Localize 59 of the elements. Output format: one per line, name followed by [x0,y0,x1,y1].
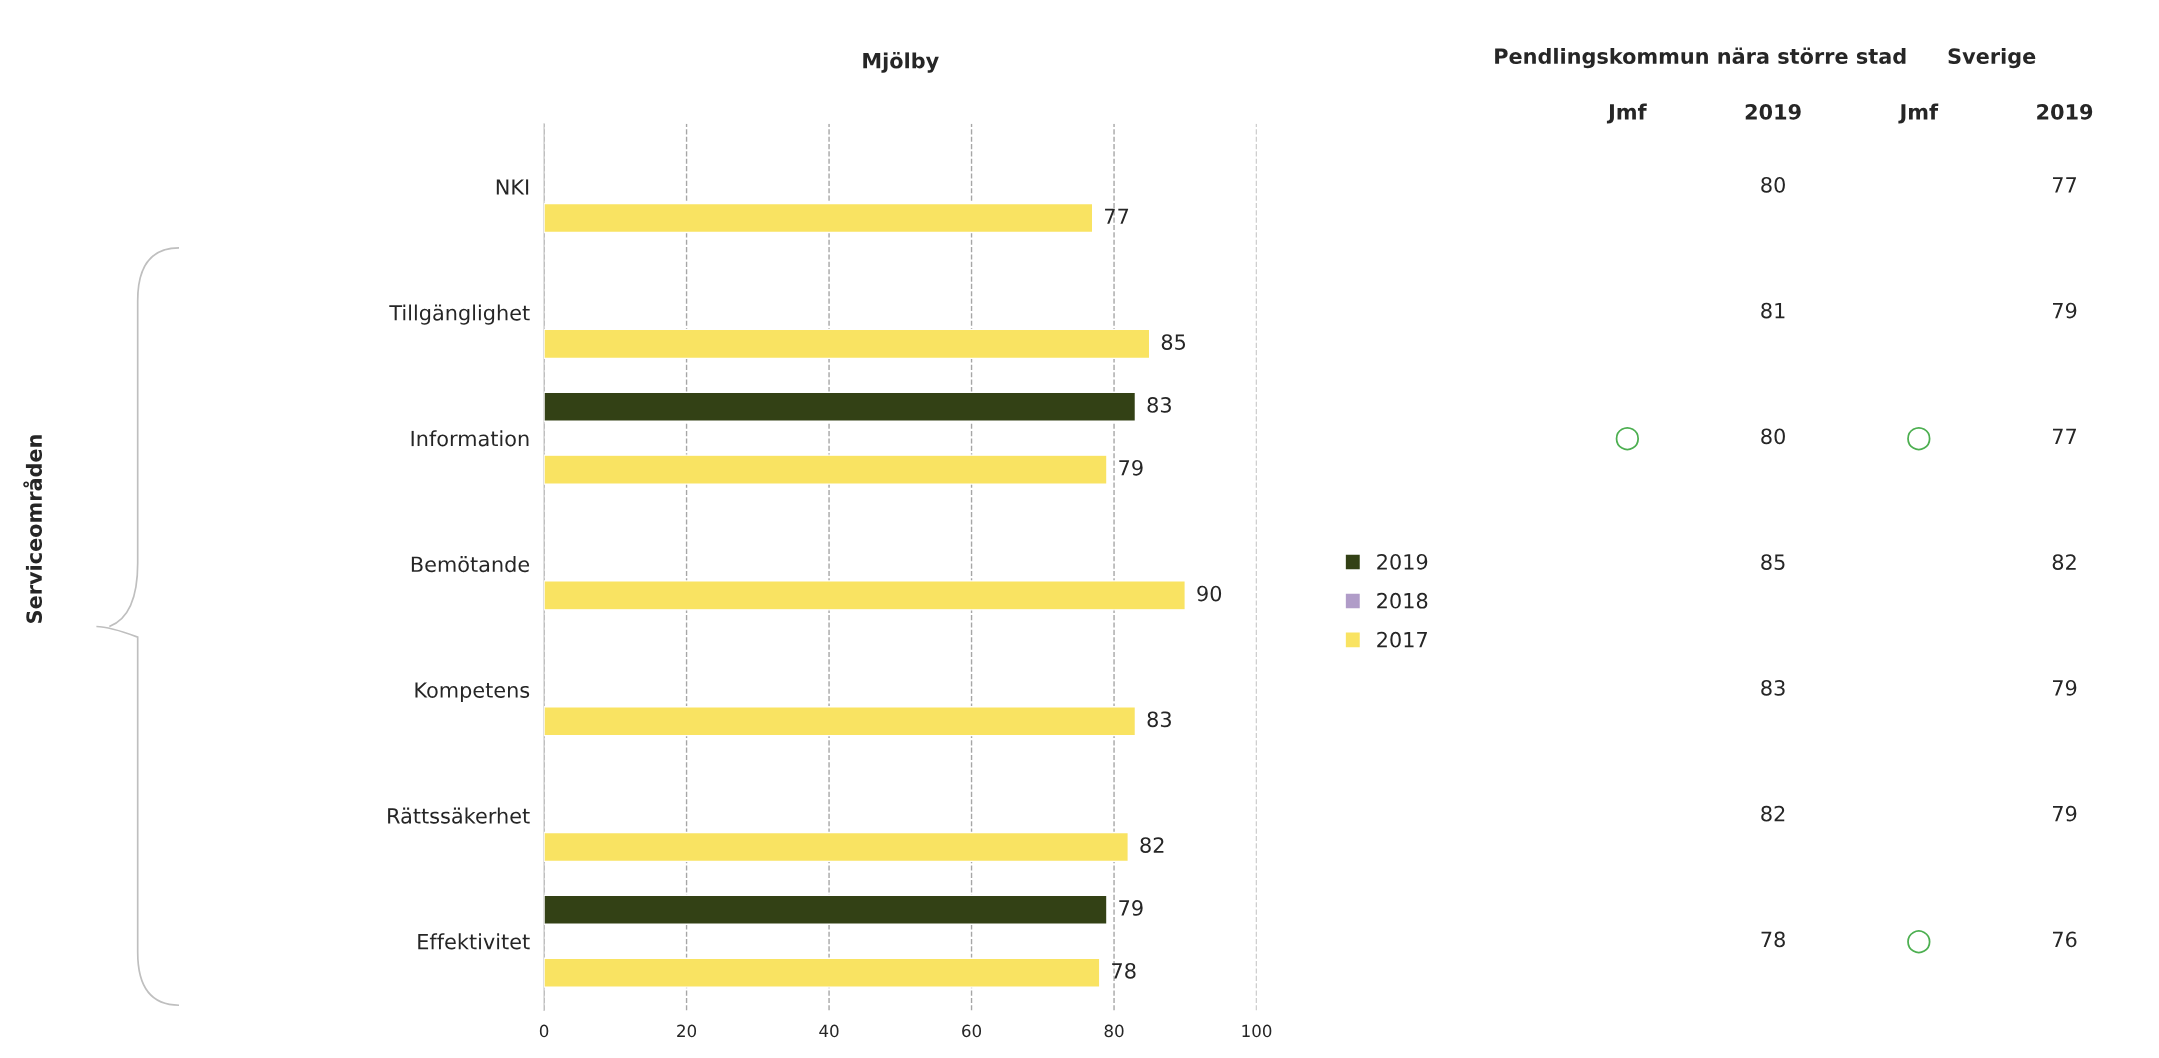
x-tick-label: 20 [677,1024,697,1038]
x-tick-label: 60 [962,1024,982,1038]
data-label: 83 [1147,711,1171,728]
chart-title: Mjölby [863,52,939,73]
legend-label: 2019 [1377,553,1428,570]
data-label: 77 [2053,428,2077,444]
data-label: 79 [2053,805,2077,822]
data-label: 79 [1119,900,1143,916]
data-label: 82 [1761,805,1785,822]
y-axis-title: Serviceområden [23,435,43,623]
y-tick-label: Bemötande [411,556,530,573]
data-label: 77 [1105,208,1129,224]
x-tick-label: 0 [539,1024,549,1038]
data-label: 79 [2053,302,2077,319]
data-label: 83 [1761,679,1785,696]
data-label: 79 [2053,679,2077,696]
data-label: 85 [1761,554,1785,570]
bar [544,894,1108,925]
text: Sverige [1948,47,2036,69]
y-tick-label: Tillgänglighet [389,304,530,325]
data-label: 85 [1161,334,1186,350]
data-label: 78 [1112,962,1136,979]
text: Pendlingskommun nära större stad [1495,47,1906,69]
text: ○ [1907,929,1931,954]
x-tick-label: Jmf [1606,103,1647,124]
x-tick-label: 2019 [2037,103,2093,120]
data-label: 77 [2053,177,2077,193]
legend-label: 2017 [1377,631,1427,648]
y-tick-label: Kompetens [415,682,530,702]
y-tick-label: Effektivitet [418,933,530,950]
text: ○ [1907,426,1931,451]
data-label: 80 [1761,428,1785,445]
data-label: 76 [2053,931,2077,948]
x-tick-label: 40 [819,1024,839,1038]
data-label: 79 [1119,459,1143,476]
data-label: 80 [1761,176,1785,193]
bar [544,957,1101,988]
data-label: 83 [1147,397,1171,413]
y-tick-label: Rättssäkerhet [388,807,530,824]
data-label: 82 [2052,554,2076,570]
bar [544,580,1186,611]
data-label: 81 [1761,302,1785,319]
x-tick-label: 2019 [1745,103,1801,120]
bar [544,705,1137,737]
text: ○ [1615,426,1640,451]
bar [544,454,1108,485]
bar [544,391,1137,422]
data-label: 82 [1140,837,1164,853]
data-label: 78 [1761,931,1785,948]
x-tick-label: 80 [1104,1024,1124,1038]
y-tick-label: Information [411,430,529,447]
data-label: 90 [1197,585,1222,602]
bar [544,202,1094,234]
x-tick-label: Jmf [1898,103,1939,124]
bar [544,831,1129,863]
legend-label: 2018 [1377,592,1428,609]
y-tick-label: NKI [496,179,529,195]
x-tick-label: 100 [1242,1024,1272,1038]
bar [544,328,1151,360]
